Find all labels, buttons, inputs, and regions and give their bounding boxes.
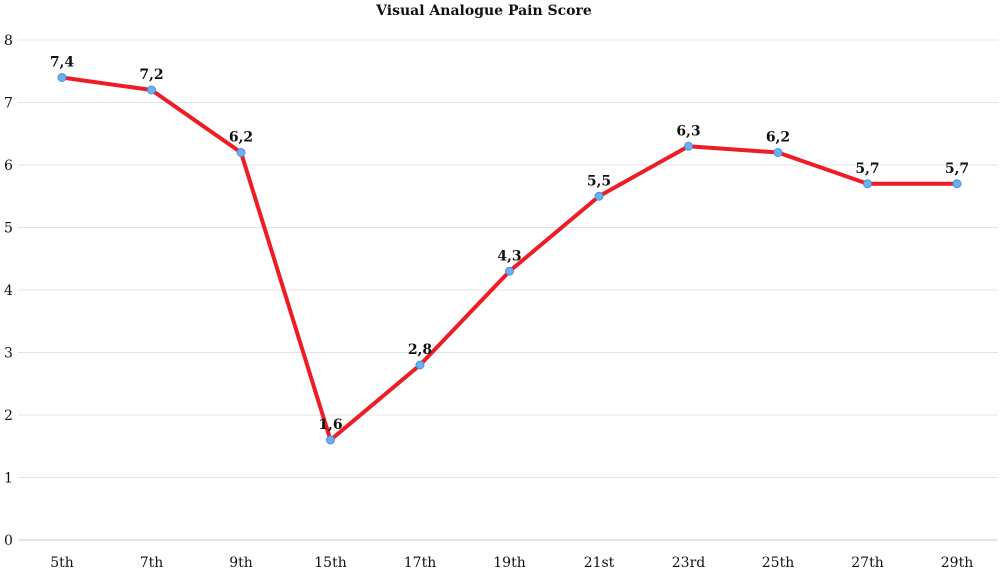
data-point [236,148,246,157]
data-label: 6,2 [766,130,790,146]
data-label: 7,4 [50,55,75,71]
x-tick-label: 27th [851,555,883,571]
series-layer [57,73,962,445]
data-point [57,73,67,82]
x-tick-label: 17th [404,555,436,571]
data-point [863,179,872,189]
x-tick-label: 5th [50,555,74,571]
y-tick-label: 7 [4,96,13,112]
data-label: 5,7 [855,161,879,177]
x-tick-label: 7th [140,555,164,571]
data-point [415,360,425,370]
data-label: 4,3 [497,248,521,264]
data-label: 5,7 [945,161,969,177]
data-point [505,266,514,276]
data-label: 6,2 [229,130,253,146]
x-tick-label: 25th [762,555,794,571]
data-point [326,435,335,445]
y-tick-label: 4 [4,283,13,299]
data-point [684,141,693,151]
grid-lines [18,39,998,541]
data-label: 6,3 [676,123,700,139]
data-point [773,148,783,157]
y-tick-label: 5 [4,221,13,237]
x-tick-label: 15th [314,555,346,571]
x-tick-label: 29th [941,555,973,571]
x-tick-label: 21st [584,555,615,571]
y-tick-label: 2 [4,408,13,424]
x-tick-label: 19th [493,555,525,571]
data-point [594,191,604,201]
data-label: 7,2 [139,67,163,83]
data-label: 2,8 [408,342,432,358]
y-tick-label: 3 [4,346,13,362]
y-tick-label: 1 [4,471,13,487]
y-tick-label: 6 [4,158,13,174]
x-tick-label: 9th [229,555,253,571]
y-tick-label: 0 [4,533,13,549]
data-point [147,85,156,95]
data-label: 1,6 [318,417,342,433]
data-point [952,179,962,189]
x-tick-label: 23rd [672,555,706,571]
data-labels: 7,4 7,2 6,2 1,6 2,8 4,3 5,5 6,3 6,2 5,7 5,7 [50,55,969,434]
y-tick-label: 8 [4,33,13,49]
chart-title: Visual Analogue Pain Score [375,3,592,19]
y-axis-ticks: 0 1 2 3 4 5 6 7 8 [4,33,13,549]
x-axis-ticks: 5th 7th 9th 15th 17th 19th 21st 23rd 25th 27th 29t… [50,555,973,571]
data-label: 5,5 [587,173,611,189]
